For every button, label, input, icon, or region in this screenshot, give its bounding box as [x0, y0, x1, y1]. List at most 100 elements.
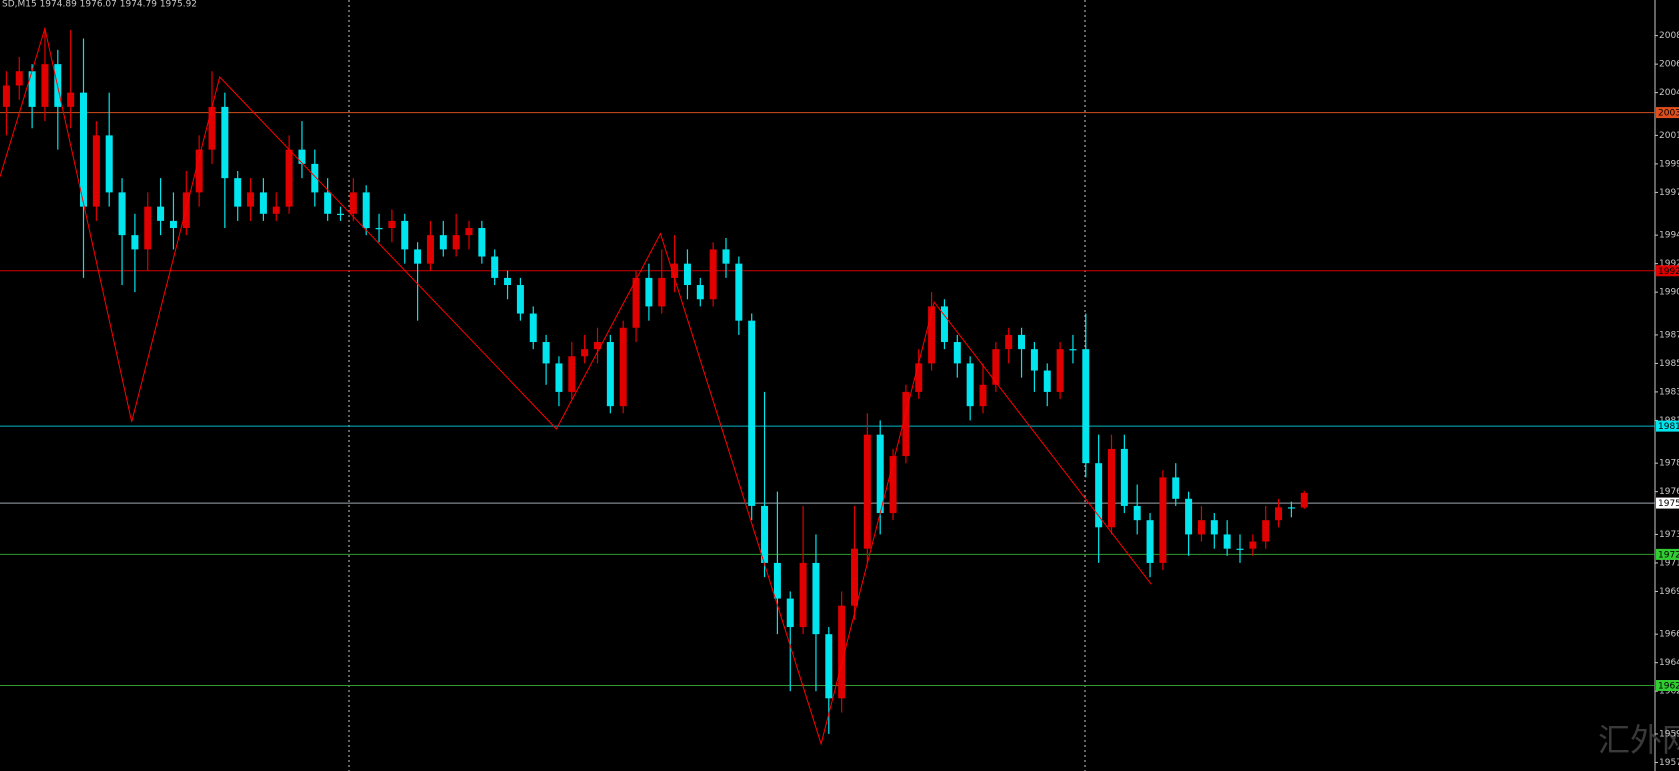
y-tick-label: 2006 [1659, 60, 1679, 70]
candle-body [118, 192, 126, 236]
candle-body [478, 228, 486, 257]
level-label: 1981 [1658, 422, 1679, 432]
candle-body [1095, 463, 1103, 528]
y-tick-label: 1969 [1659, 587, 1679, 597]
candle-body [1262, 520, 1270, 542]
candle-body [632, 277, 640, 328]
candle-body [362, 192, 370, 229]
candle-body [928, 306, 936, 364]
candle-body [208, 106, 216, 150]
candle-body [696, 285, 704, 300]
candle-body [67, 92, 75, 107]
candle-body [709, 249, 717, 300]
candle-body [388, 220, 396, 229]
y-tick-label: 1966 [1659, 630, 1679, 640]
y-tick-label: 1994 [1659, 231, 1679, 241]
candle-body [1146, 520, 1154, 563]
candle-body [169, 220, 177, 229]
candle-body [722, 249, 730, 264]
candle-body [889, 456, 897, 514]
y-tick-label: 1973 [1659, 530, 1679, 540]
candle-body [671, 263, 679, 278]
level-label: 1975 [1658, 499, 1679, 509]
candle-body [953, 342, 961, 364]
level-label-box [1656, 497, 1679, 509]
candle-body [131, 235, 139, 250]
y-tick-label: 1964 [1659, 658, 1679, 668]
candle-body [504, 277, 512, 286]
candle-body [863, 434, 871, 549]
candle-body [1236, 548, 1244, 550]
level-label-box [1656, 548, 1679, 560]
candle-body [1197, 520, 1205, 535]
candle-body [1069, 349, 1077, 351]
candle-body [915, 363, 923, 392]
candle-body [992, 349, 1000, 385]
candle-body [838, 605, 846, 699]
candle-body [285, 149, 293, 207]
candle-body [940, 306, 948, 343]
candle-body [144, 206, 152, 250]
zigzag-line [0, 26, 1152, 746]
candle-body [581, 349, 589, 357]
candle-body [105, 135, 113, 193]
candle-body [1185, 498, 1193, 535]
candle-body [15, 71, 23, 86]
candle-body [773, 562, 781, 599]
candle-body [298, 149, 306, 164]
candle-body [966, 363, 974, 407]
watermark: 汇外网 [1598, 721, 1679, 759]
candle-body [516, 285, 524, 314]
candle-body [1249, 541, 1257, 549]
y-tick-label: 1992 [1659, 259, 1679, 269]
level-label-box [1656, 679, 1679, 691]
y-tick-label: 1987 [1659, 330, 1679, 340]
candle-body [1018, 334, 1026, 350]
candle-body [761, 505, 769, 563]
candle-body [1043, 370, 1051, 392]
candle-body [1275, 507, 1283, 521]
y-tick-label: 1999 [1659, 159, 1679, 169]
candle-body [1030, 349, 1038, 371]
candle-body [311, 163, 319, 193]
chart-title: SD,M15 1974.89 1976.07 1974.79 1975.92 [2, 0, 197, 10]
y-tick-label: 1976 [1659, 487, 1679, 497]
y-tick-label: 1990 [1659, 288, 1679, 298]
candle-body [182, 192, 190, 229]
candle-body [645, 277, 653, 307]
candle-body [683, 263, 691, 286]
candle-body [439, 235, 447, 250]
candle-body [426, 235, 434, 264]
candle-body [1133, 505, 1141, 521]
level-label: 1992 [1658, 267, 1679, 277]
candle-body [851, 548, 858, 606]
candle-body [876, 434, 884, 514]
candle-body [41, 64, 49, 107]
level-label: 1972 [1658, 550, 1679, 560]
candle-body [1108, 448, 1115, 528]
y-tick-label: 1985 [1659, 359, 1679, 369]
candle-body [234, 178, 242, 207]
candle-body [594, 342, 601, 350]
y-tick-label: 1978 [1659, 459, 1679, 469]
candle-body [1120, 448, 1128, 506]
candle-body [465, 228, 473, 236]
candle-body [1287, 507, 1295, 509]
y-tick-label: 1962 [1659, 687, 1679, 697]
candle-body [619, 327, 627, 407]
candle-body [606, 342, 614, 407]
candle-body [555, 363, 563, 392]
candle-body [491, 256, 499, 278]
candle-body [221, 106, 229, 179]
candle-body [80, 92, 87, 207]
candle-body [247, 192, 255, 207]
candle-body [452, 235, 460, 250]
candle-body [414, 249, 422, 264]
candle-body [735, 263, 743, 321]
candle-body [259, 192, 267, 214]
candle-body [658, 277, 666, 307]
candle-body [529, 313, 537, 343]
level-label: 1962 [1658, 681, 1679, 691]
candle-body [272, 206, 280, 214]
